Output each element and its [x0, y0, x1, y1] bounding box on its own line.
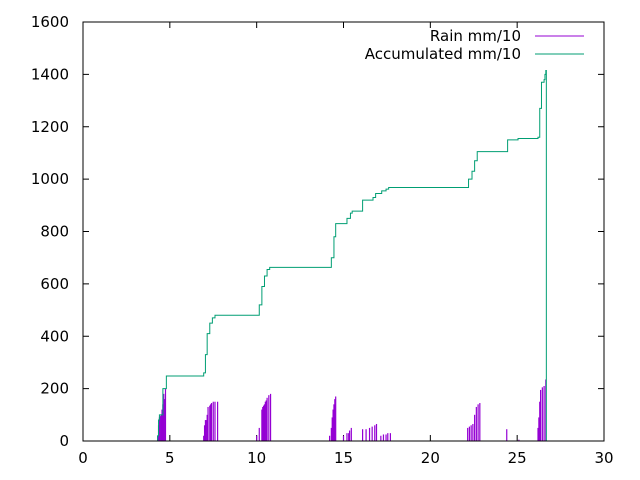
- y-tick-label: 800: [40, 223, 69, 241]
- legend-label: Rain mm/10: [430, 27, 521, 45]
- x-tick-label: 10: [247, 449, 266, 467]
- x-tick-label: 20: [421, 449, 440, 467]
- y-tick-label: 600: [40, 275, 69, 293]
- x-tick-label: 0: [78, 449, 88, 467]
- x-tick-label: 25: [508, 449, 527, 467]
- y-tick-label: 400: [40, 327, 69, 345]
- y-tick-label: 1600: [31, 13, 69, 31]
- y-tick-label: 0: [59, 432, 69, 450]
- accumulated-line: [83, 69, 547, 442]
- y-tick-label: 1400: [31, 65, 69, 83]
- legend-label: Accumulated mm/10: [365, 45, 521, 63]
- x-tick-label: 30: [594, 449, 613, 467]
- y-tick-label: 1200: [31, 118, 69, 136]
- plot-frame: [82, 21, 605, 442]
- y-tick-label: 1000: [31, 170, 69, 188]
- y-tick-label: 200: [40, 380, 69, 398]
- x-tick-label: 5: [165, 449, 175, 467]
- x-tick-label: 15: [334, 449, 353, 467]
